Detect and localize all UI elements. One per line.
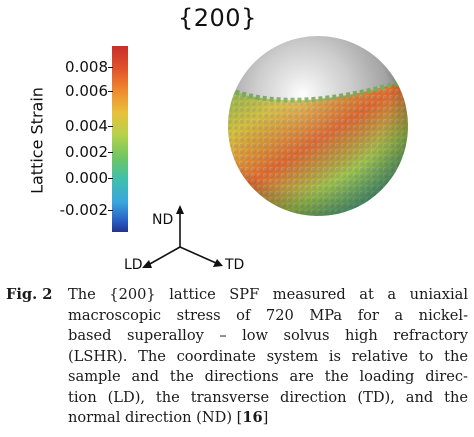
caption-line: (LSHR). The coordinate system is relativ…: [68, 347, 468, 365]
colorbar-tick-label: -0.002: [59, 201, 108, 219]
td-axis-line: [179, 246, 217, 264]
caption-line-last: normal direction (ND) [16]: [68, 408, 468, 429]
caption-reference-close: ]: [262, 409, 269, 426]
colorbar-tick: [108, 178, 113, 179]
caption-line: based superalloy – low solvus high refra…: [68, 327, 468, 344]
caption-label: Fig. 2: [6, 286, 53, 303]
colorbar-label: Lattice Strain: [27, 87, 47, 194]
nd-label: ND: [152, 212, 174, 228]
colorbar-tick: [108, 91, 113, 92]
colorbar-tick-label: 0.006: [65, 82, 108, 100]
caption-line-text: normal direction (ND) [: [68, 409, 243, 426]
figure: {200} Lattice Strain 0.008 0.006 0.004 0…: [27, 4, 408, 273]
pole-figure-sphere: [228, 36, 408, 216]
caption-line: macroscopic stress of 720 MPa for a nick…: [68, 306, 468, 324]
colorbar-tick: [108, 152, 113, 153]
colorbar-tick-label: 0.002: [65, 143, 108, 161]
ld-axis-line: [147, 246, 181, 266]
colorbar-tick: [108, 67, 113, 68]
figure-title: {200}: [178, 4, 257, 32]
ld-label: LD: [124, 257, 143, 273]
colorbar-tick: [108, 126, 113, 127]
td-arrow-icon: [213, 259, 223, 267]
colorbar-tick: [108, 210, 113, 211]
nd-arrow-icon: [176, 205, 184, 214]
colorbar-tick-label: 0.008: [65, 58, 108, 76]
colorbar-tick-label: 0.004: [65, 117, 108, 135]
caption-line: tion (LD), the transverse direction (TD)…: [68, 388, 468, 406]
caption-reference[interactable]: 16: [242, 409, 263, 426]
colorbar-tick-label: 0.000: [65, 169, 108, 187]
ld-arrow-icon: [142, 260, 152, 268]
caption-line: The {200} lattice SPF measured at a unia…: [68, 286, 468, 303]
colorbar: [112, 46, 128, 232]
coordinate-triad: [142, 205, 223, 268]
caption-line: sample and the directions are the loadin…: [68, 368, 468, 385]
td-label: TD: [225, 257, 245, 273]
